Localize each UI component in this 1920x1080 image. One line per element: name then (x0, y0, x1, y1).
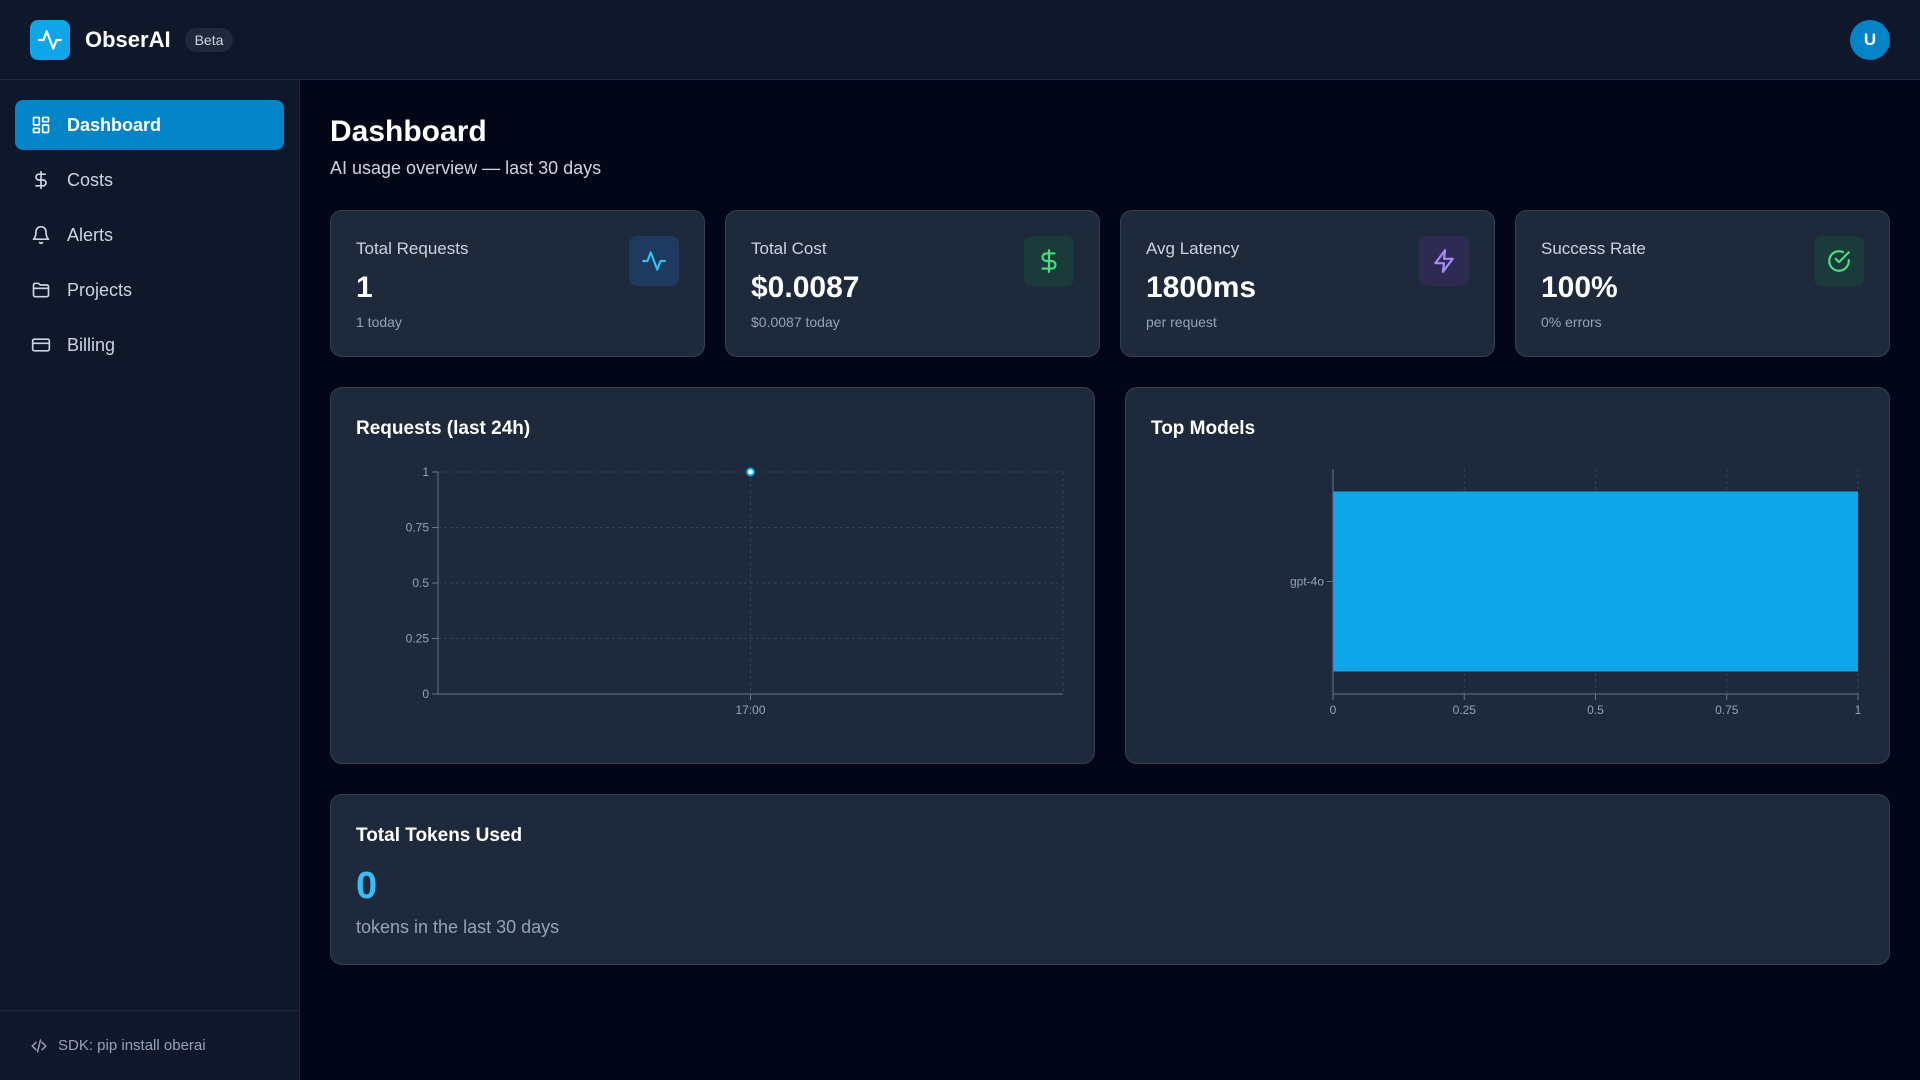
activity-icon (629, 236, 679, 286)
folder-icon (30, 279, 52, 301)
sidebar-item-alerts[interactable]: Alerts (15, 210, 284, 260)
page-subtitle: AI usage overview — last 30 days (330, 158, 602, 178)
sidebar-item-dashboard[interactable]: Dashboard (15, 100, 284, 150)
top-bar: ObserAI Beta U (0, 0, 1920, 80)
sidebar: Dashboard Costs Alerts (0, 80, 300, 1080)
check-circle-icon (1814, 236, 1864, 286)
stat-card-avg-latency: Avg Latency 1800ms per request (1120, 210, 1495, 357)
y-tick-label: 1 (422, 465, 429, 479)
stat-card-success-rate: Success Rate 100% 0% errors (1515, 210, 1890, 357)
stat-label: Total Cost (751, 239, 827, 258)
user-avatar[interactable]: U (1850, 20, 1890, 60)
stat-label: Total Requests (356, 239, 469, 258)
sidebar-item-billing[interactable]: Billing (15, 320, 284, 370)
app-name: ObserAI (85, 26, 171, 52)
stat-card-total-cost: Total Cost $0.0087 $0.0087 today (725, 210, 1100, 357)
dashboard-grid-icon (30, 114, 52, 136)
page-title: Dashboard (330, 115, 487, 148)
stat-value: 1 (356, 271, 373, 304)
sidebar-item-projects[interactable]: Projects (15, 265, 284, 315)
sidebar-item-label: Billing (67, 334, 116, 355)
tokens-panel: Total Tokens Used 0 tokens in the last 3… (330, 794, 1890, 965)
sdk-hint: SDK: pip install oberai (0, 1010, 300, 1080)
stat-sub: per request (1146, 314, 1217, 330)
bell-icon (30, 224, 52, 246)
stat-label: Avg Latency (1146, 239, 1240, 258)
panel-title: Top Models (1151, 418, 1256, 439)
code-icon (30, 1037, 48, 1055)
app-logo[interactable] (30, 19, 70, 60)
beta-badge: Beta (184, 27, 234, 52)
activity-icon (38, 29, 62, 50)
sidebar-item-label: Costs (67, 169, 114, 190)
stat-card-total-requests: Total Requests 1 1 today (330, 210, 705, 357)
top-models-panel: Top Models 0 0.25 0.5 0.75 1 gpt-4o (1125, 387, 1890, 764)
sidebar-nav: Dashboard Costs Alerts (0, 80, 299, 395)
sidebar-item-costs[interactable]: Costs (15, 155, 284, 205)
y-tick-label: 0.25 (406, 632, 430, 646)
requests-line-chart: 0 0.25 0.5 0.75 1 17:00 (406, 465, 1064, 717)
y-tick-label: 0 (422, 687, 429, 701)
tokens-value: 0 (356, 865, 378, 907)
dollar-icon (1024, 236, 1074, 286)
requests-chart-panel: Requests (last 24h) 0 0.25 0.5 0.75 1 17:00 (330, 387, 1095, 764)
stat-label: Success Rate (1541, 239, 1646, 258)
sidebar-item-label: Alerts (67, 224, 114, 245)
bar (1333, 491, 1858, 672)
x-tick-label: 1 (1855, 703, 1862, 717)
credit-card-icon (30, 334, 52, 356)
top-models-bar-chart: 0 0.25 0.5 0.75 1 gpt-4o (1290, 469, 1862, 717)
x-tick-label: 0.75 (1715, 703, 1739, 717)
y-tick-label: gpt-4o (1290, 575, 1324, 589)
stat-value: $0.0087 (751, 271, 860, 304)
x-tick-label: 0.25 (1453, 703, 1477, 717)
panel-title: Total Tokens Used (356, 825, 523, 846)
sidebar-item-label: Dashboard (67, 114, 162, 135)
sidebar-item-label: Projects (67, 279, 133, 300)
stat-value: 100% (1541, 271, 1618, 304)
tokens-sub: tokens in the last 30 days (356, 917, 560, 937)
stat-sub: 0% errors (1541, 314, 1602, 330)
y-tick-label: 0.5 (412, 576, 429, 590)
data-point (746, 467, 755, 477)
stat-sub: $0.0087 today (751, 314, 840, 330)
x-tick-label: 0 (1330, 703, 1337, 717)
stat-value: 1800ms (1146, 271, 1257, 304)
dollar-icon (30, 169, 52, 191)
lightning-icon (1419, 236, 1469, 286)
stat-sub: 1 today (356, 314, 402, 330)
y-tick-label: 0.75 (406, 521, 430, 535)
panel-title: Requests (last 24h) (356, 418, 531, 439)
sdk-hint-text: SDK: pip install oberai (58, 1037, 206, 1054)
x-tick-label: 17:00 (735, 703, 765, 717)
x-tick-label: 0.5 (1587, 703, 1604, 717)
